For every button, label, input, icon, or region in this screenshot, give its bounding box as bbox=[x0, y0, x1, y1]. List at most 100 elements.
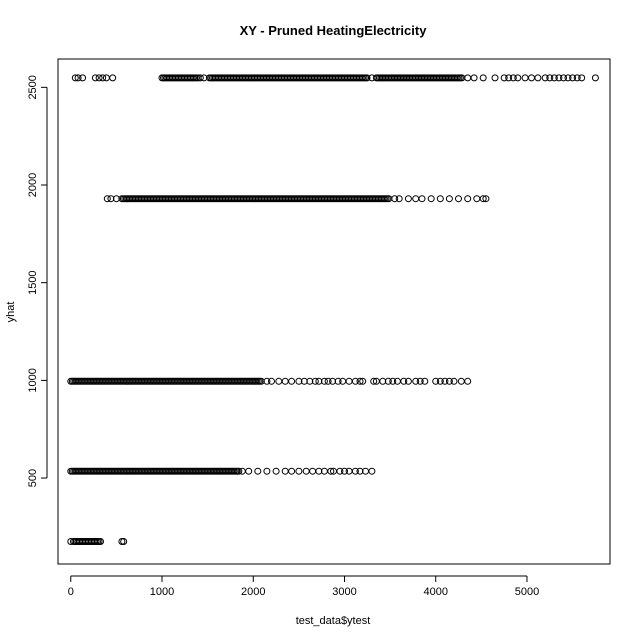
data-point bbox=[263, 467, 271, 475]
data-point bbox=[479, 195, 487, 203]
data-point bbox=[391, 195, 399, 203]
x-axis-label: test_data$ytest bbox=[296, 615, 371, 627]
data-point bbox=[395, 195, 403, 203]
y-axis-label: yhat bbox=[5, 302, 17, 323]
data-point bbox=[302, 467, 310, 475]
x-tick-label: 0 bbox=[68, 586, 74, 598]
data-points bbox=[67, 74, 599, 545]
data-point bbox=[295, 377, 303, 385]
data-point bbox=[74, 74, 82, 82]
x-tick-label: 2000 bbox=[241, 586, 265, 598]
data-point bbox=[324, 377, 332, 385]
data-point bbox=[368, 74, 376, 82]
data-point bbox=[505, 74, 513, 82]
data-point bbox=[235, 467, 243, 475]
data-point bbox=[275, 377, 283, 385]
x-tick-label: 3000 bbox=[332, 586, 356, 598]
data-point bbox=[464, 195, 472, 203]
y-tick-label: 2500 bbox=[27, 75, 39, 99]
data-point bbox=[336, 467, 344, 475]
data-point bbox=[389, 377, 397, 385]
data-point bbox=[109, 74, 117, 82]
data-point bbox=[432, 377, 440, 385]
data-point bbox=[591, 74, 599, 82]
data-point bbox=[196, 74, 204, 82]
data-point bbox=[281, 377, 289, 385]
y-tick-label: 500 bbox=[27, 469, 39, 487]
data-point bbox=[412, 195, 420, 203]
data-point bbox=[421, 377, 429, 385]
data-point bbox=[91, 74, 99, 82]
x-tick-label: 1000 bbox=[150, 586, 174, 598]
data-point bbox=[295, 467, 303, 475]
data-point bbox=[436, 195, 444, 203]
y-tick-label: 1500 bbox=[27, 270, 39, 294]
data-point bbox=[400, 377, 408, 385]
data-point bbox=[200, 74, 208, 82]
data-point bbox=[569, 74, 577, 82]
data-point bbox=[79, 74, 87, 82]
data-point bbox=[341, 467, 348, 475]
data-point bbox=[370, 377, 378, 385]
data-point bbox=[103, 195, 111, 203]
data-point bbox=[500, 74, 508, 82]
x-tick-label: 5000 bbox=[515, 586, 539, 598]
plot-frame bbox=[57, 58, 611, 565]
data-point bbox=[95, 74, 103, 82]
data-point bbox=[363, 74, 371, 82]
data-point bbox=[457, 377, 465, 385]
y-axis: 500 1000 1500 2000 2500 bbox=[27, 75, 48, 487]
data-point bbox=[412, 377, 420, 385]
data-point bbox=[112, 195, 120, 203]
x-tick-label: 4000 bbox=[423, 586, 447, 598]
data-point bbox=[482, 195, 490, 203]
data-point bbox=[320, 377, 328, 385]
data-point bbox=[491, 74, 499, 82]
data-point bbox=[541, 74, 549, 82]
data-point bbox=[441, 377, 449, 385]
data-point bbox=[254, 467, 262, 475]
data-point bbox=[99, 74, 107, 82]
y-tick-label: 2000 bbox=[27, 173, 39, 197]
data-point bbox=[345, 377, 353, 385]
y-tick-label: 1000 bbox=[27, 368, 39, 392]
data-point bbox=[356, 377, 364, 385]
data-point bbox=[479, 74, 487, 82]
x-axis: 0 1000 2000 3000 4000 5000 bbox=[68, 575, 539, 598]
chart-title: XY - Pruned HeatingElectricity bbox=[240, 23, 428, 38]
data-point bbox=[455, 195, 462, 203]
data-point bbox=[71, 74, 79, 82]
data-point bbox=[311, 377, 319, 385]
data-point bbox=[521, 74, 529, 82]
data-point bbox=[351, 377, 359, 385]
data-point bbox=[445, 377, 453, 385]
data-point bbox=[67, 538, 75, 545]
data-point bbox=[120, 538, 128, 545]
data-point bbox=[564, 74, 572, 82]
data-point bbox=[546, 74, 554, 82]
data-point bbox=[359, 377, 367, 385]
data-point bbox=[427, 195, 435, 203]
data-point bbox=[288, 467, 296, 475]
data-point bbox=[555, 74, 563, 82]
data-point bbox=[327, 467, 335, 475]
data-point bbox=[445, 195, 453, 203]
data-point bbox=[573, 74, 581, 82]
data-point bbox=[416, 377, 424, 385]
data-point bbox=[309, 467, 317, 475]
data-point bbox=[464, 74, 472, 82]
data-point bbox=[404, 377, 412, 385]
data-point bbox=[272, 467, 280, 475]
data-point bbox=[281, 467, 289, 475]
data-point bbox=[418, 195, 426, 203]
data-point bbox=[263, 377, 271, 385]
data-point bbox=[464, 377, 472, 385]
data-point bbox=[368, 467, 376, 475]
data-point bbox=[473, 195, 481, 203]
data-point bbox=[334, 377, 342, 385]
data-point bbox=[514, 74, 522, 82]
data-point bbox=[550, 74, 558, 82]
data-point bbox=[578, 74, 586, 82]
data-point bbox=[404, 195, 412, 203]
